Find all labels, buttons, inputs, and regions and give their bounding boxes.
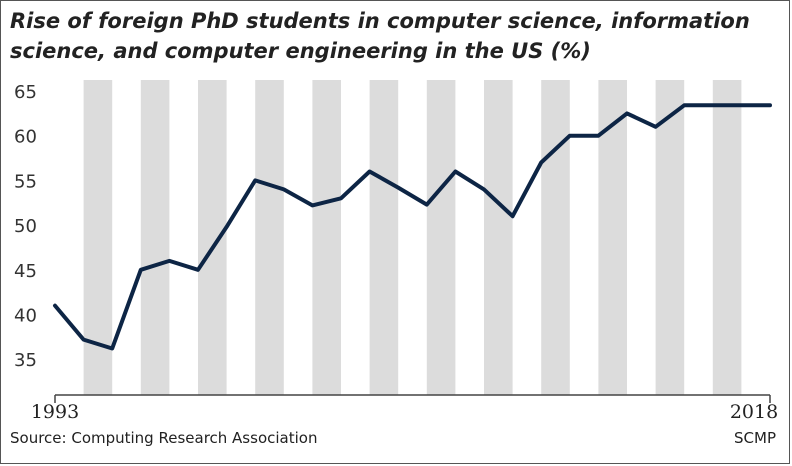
background-bands xyxy=(83,80,742,395)
y-tick-label: 60 xyxy=(14,127,37,148)
x-tick-label: 1993 xyxy=(31,401,79,423)
band xyxy=(312,80,341,395)
band xyxy=(541,80,570,395)
series-line xyxy=(53,103,772,351)
source-note: Source: Computing Research Association xyxy=(10,429,318,447)
band xyxy=(255,80,284,395)
y-tick-label: 35 xyxy=(14,350,37,371)
y-tick-label: 45 xyxy=(14,261,37,282)
band xyxy=(140,80,170,395)
band xyxy=(598,80,627,395)
band xyxy=(655,80,685,395)
credit-label: SCMP xyxy=(734,429,776,447)
y-axis-ticks: 35 40 45 50 55 60 65 xyxy=(14,82,37,371)
band xyxy=(484,80,513,395)
y-tick-label: 65 xyxy=(14,82,37,103)
y-tick-label: 55 xyxy=(14,171,37,192)
band xyxy=(426,80,456,395)
y-tick-label: 50 xyxy=(14,216,37,237)
band xyxy=(198,80,227,395)
x-axis-ticks: 1993 2018 xyxy=(31,401,778,423)
y-tick-label: 40 xyxy=(14,306,37,327)
band xyxy=(369,80,399,395)
x-tick-label: 2018 xyxy=(730,401,778,423)
axes xyxy=(54,394,771,403)
band xyxy=(712,80,742,395)
chart-title: Rise of foreign PhD students in computer… xyxy=(10,9,750,63)
series-layer xyxy=(53,103,772,351)
